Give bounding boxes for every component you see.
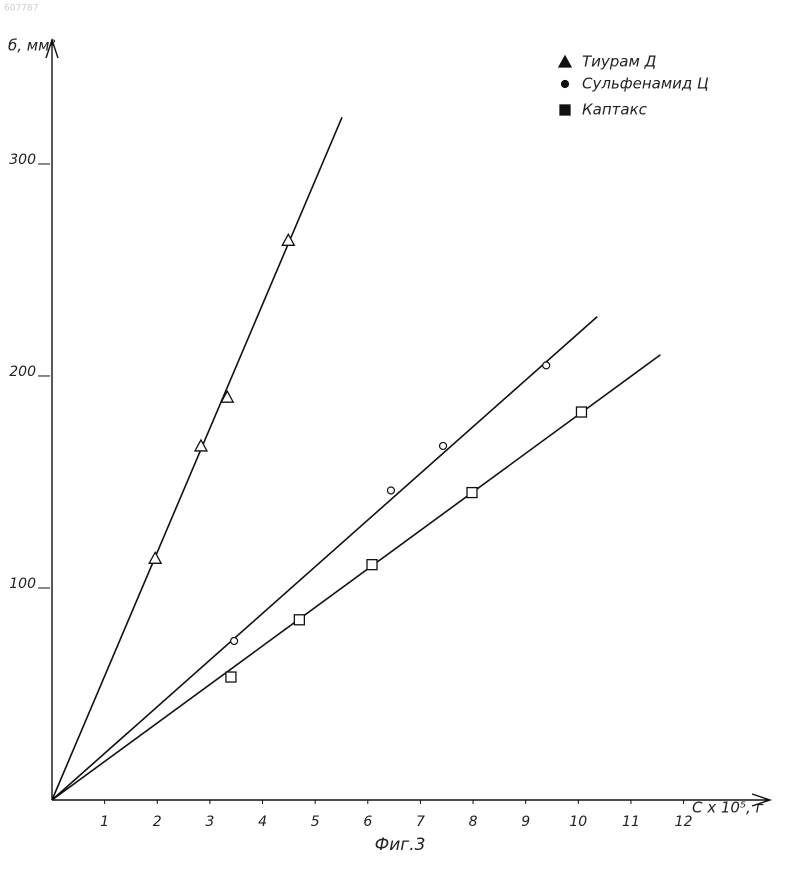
y-tick-label: 100 — [9, 576, 36, 592]
circle-point — [543, 362, 550, 369]
x-tick-label: 4 — [258, 814, 267, 830]
id-text: 607787 — [4, 4, 38, 14]
circle-point — [440, 442, 447, 449]
x-tick-label: 12 — [675, 814, 693, 830]
x-axis-label: C x 10⁵, г — [692, 799, 764, 817]
fit-line — [52, 355, 660, 800]
x-tick-label: 3 — [205, 814, 214, 830]
fit-line — [52, 117, 342, 800]
square-point — [576, 407, 586, 417]
x-tick-label: 6 — [363, 814, 372, 830]
caption: Фиг.3 — [375, 835, 426, 855]
triangle-point — [282, 234, 294, 245]
legend-marker — [559, 56, 571, 67]
y-axis — [46, 40, 58, 800]
legend-label: Каптакс — [582, 101, 648, 119]
fit-line — [52, 317, 597, 800]
y-tick-label: 300 — [9, 152, 36, 168]
x-tick-label: 11 — [622, 814, 640, 830]
square-point — [467, 488, 477, 498]
x-tick-label: 1 — [100, 814, 109, 830]
square-point — [294, 615, 304, 625]
square-point — [367, 560, 377, 570]
legend-label: Сульфенамид Ц — [582, 75, 709, 93]
legend-marker — [560, 105, 570, 115]
x-tick-label: 5 — [311, 814, 320, 830]
circle-point — [387, 487, 394, 494]
y-tick-label: 200 — [9, 364, 36, 380]
chart: 607787 б, мм² C x 10⁵, г Фиг.3 123456789… — [0, 0, 800, 873]
triangle-point — [149, 552, 161, 563]
circle-point — [231, 637, 238, 644]
x-tick-label: 2 — [153, 814, 162, 830]
square-point — [226, 672, 236, 682]
x-tick-label: 9 — [521, 814, 530, 830]
x-axis — [52, 794, 770, 806]
x-tick-label: 10 — [569, 814, 587, 830]
triangle-point — [195, 440, 207, 451]
x-tick-label: 7 — [416, 814, 425, 830]
legend-marker — [562, 81, 569, 88]
x-tick-label: 8 — [469, 814, 478, 830]
legend-label: Тиурам Д — [582, 53, 657, 71]
